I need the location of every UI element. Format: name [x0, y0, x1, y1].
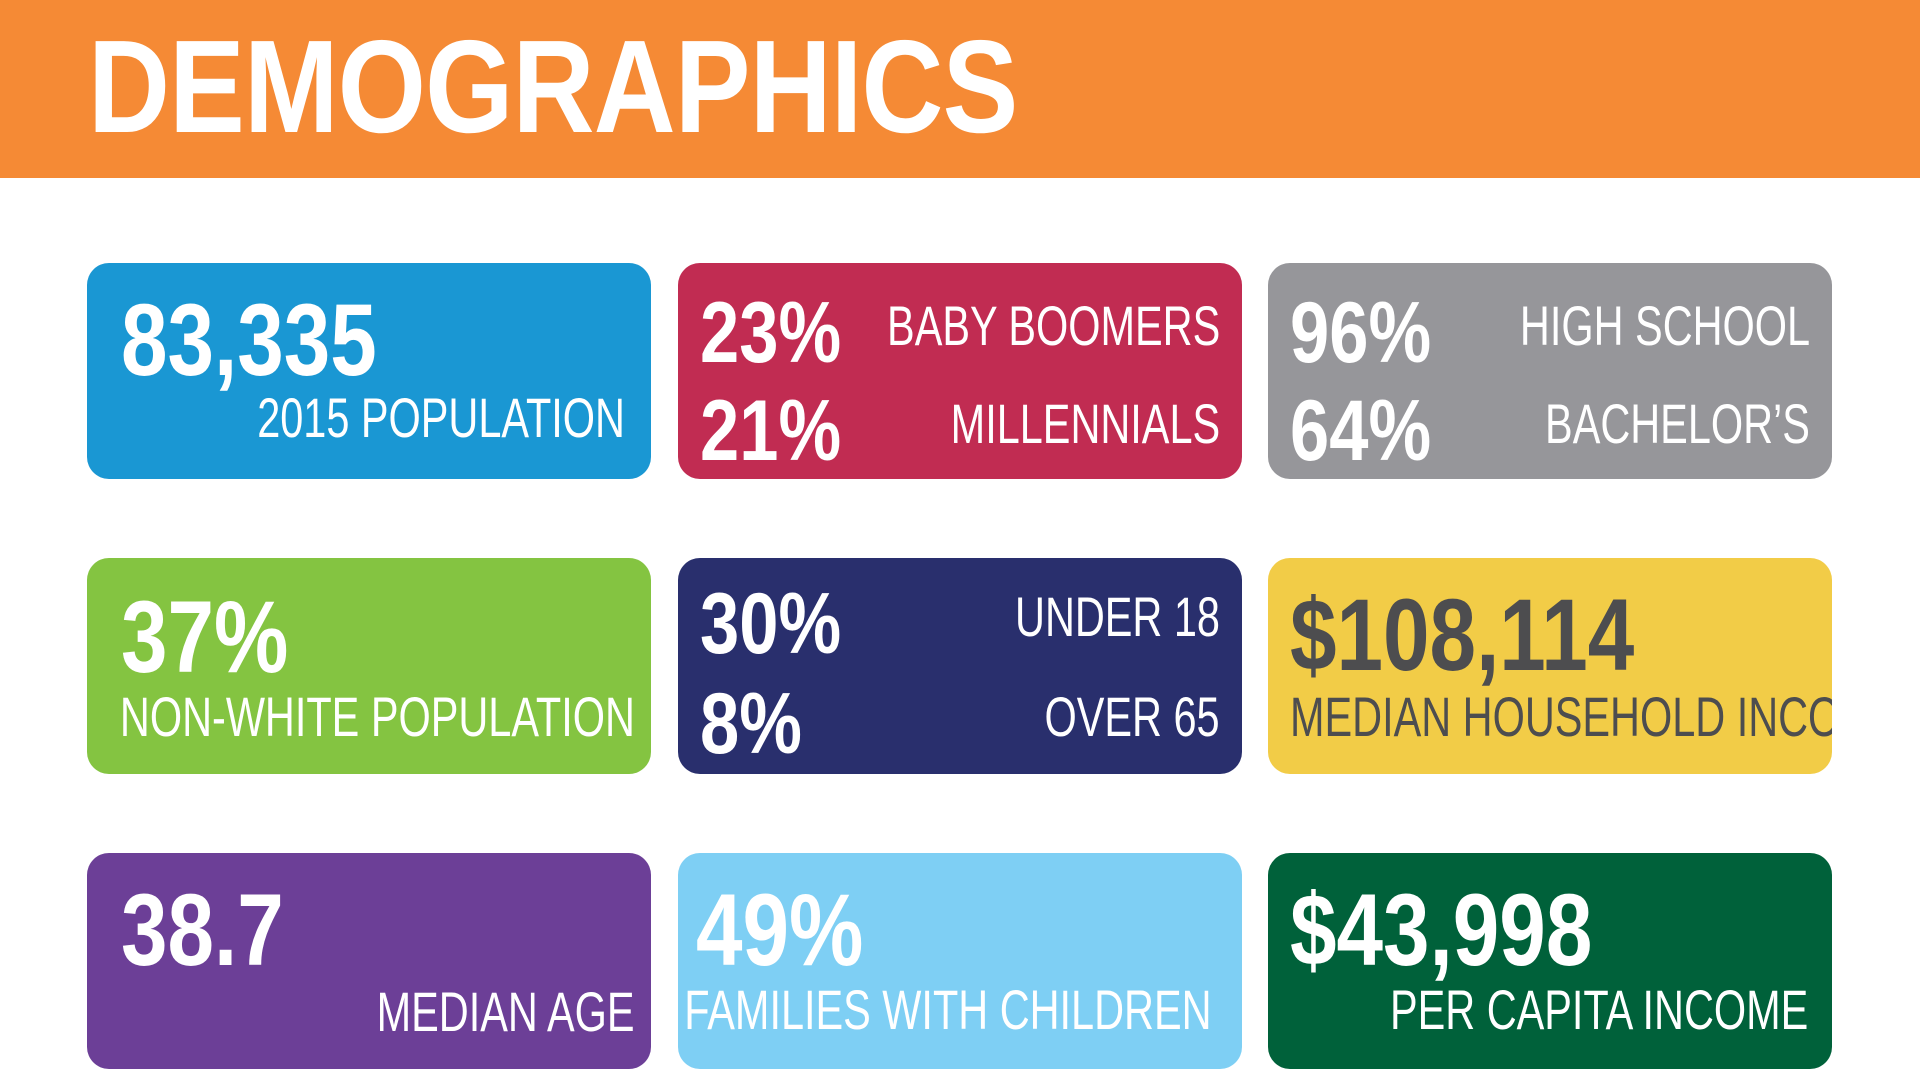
header-banner: DEMOGRAPHICS: [0, 0, 1920, 178]
high-school-value: 96%: [1290, 285, 1432, 381]
per-capita-income-value: $43,998: [1290, 873, 1593, 987]
household-income-card: $108,114 MEDIAN HOUSEHOLD INCOME: [1268, 558, 1832, 774]
median-age-label: MEDIAN AGE: [377, 980, 635, 1043]
families-value: 49%: [696, 873, 864, 987]
median-age-value: 38.7: [121, 873, 284, 987]
population-card: 83,335 2015 POPULATION: [87, 263, 651, 479]
per-capita-income-label: PER CAPITA INCOME: [1389, 978, 1808, 1041]
generations-card: 23% BABY BOOMERS 21% MILLENNIALS: [678, 263, 1242, 479]
families-card: 49% FAMILIES WITH CHILDREN: [678, 853, 1242, 1069]
household-income-label: MEDIAN HOUSEHOLD INCOME: [1290, 685, 1832, 748]
household-income-value: $108,114: [1290, 578, 1635, 692]
baby-boomers-label: BABY BOOMERS: [886, 294, 1220, 357]
millennials-label: MILLENNIALS: [950, 392, 1220, 455]
education-card: 96% HIGH SCHOOL 64% BACHELOR’S: [1268, 263, 1832, 479]
high-school-label: HIGH SCHOOL: [1519, 294, 1810, 357]
age-groups-card: 30% UNDER 18 8% OVER 65: [678, 558, 1242, 774]
under-18-value: 30%: [700, 576, 842, 672]
non-white-value: 37%: [121, 580, 289, 694]
population-label: 2015 POPULATION: [257, 386, 625, 449]
over-65-label: OVER 65: [1044, 685, 1220, 748]
population-value: 83,335: [121, 283, 377, 397]
baby-boomers-value: 23%: [700, 285, 842, 381]
non-white-card: 37% NON-WHITE POPULATION: [87, 558, 651, 774]
over-65-value: 8%: [700, 676, 802, 772]
bachelors-label: BACHELOR’S: [1545, 392, 1810, 455]
millennials-value: 21%: [700, 383, 842, 479]
families-label: FAMILIES WITH CHILDREN: [684, 978, 1212, 1041]
per-capita-income-card: $43,998 PER CAPITA INCOME: [1268, 853, 1832, 1069]
median-age-card: 38.7 MEDIAN AGE: [87, 853, 651, 1069]
non-white-label: NON-WHITE POPULATION: [120, 685, 635, 748]
bachelors-value: 64%: [1290, 383, 1432, 479]
page-title: DEMOGRAPHICS: [88, 13, 1018, 160]
under-18-label: UNDER 18: [1015, 585, 1220, 648]
